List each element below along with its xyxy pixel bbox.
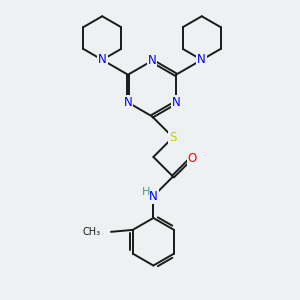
Text: N: N: [172, 96, 180, 109]
Text: CH₃: CH₃: [83, 227, 101, 237]
Text: N: N: [148, 54, 156, 67]
Text: N: N: [149, 190, 158, 203]
Text: N: N: [124, 96, 132, 109]
Text: S: S: [169, 131, 177, 144]
Text: N: N: [197, 53, 206, 66]
Text: H: H: [142, 187, 151, 197]
Text: O: O: [188, 152, 197, 165]
Text: N: N: [98, 53, 106, 66]
